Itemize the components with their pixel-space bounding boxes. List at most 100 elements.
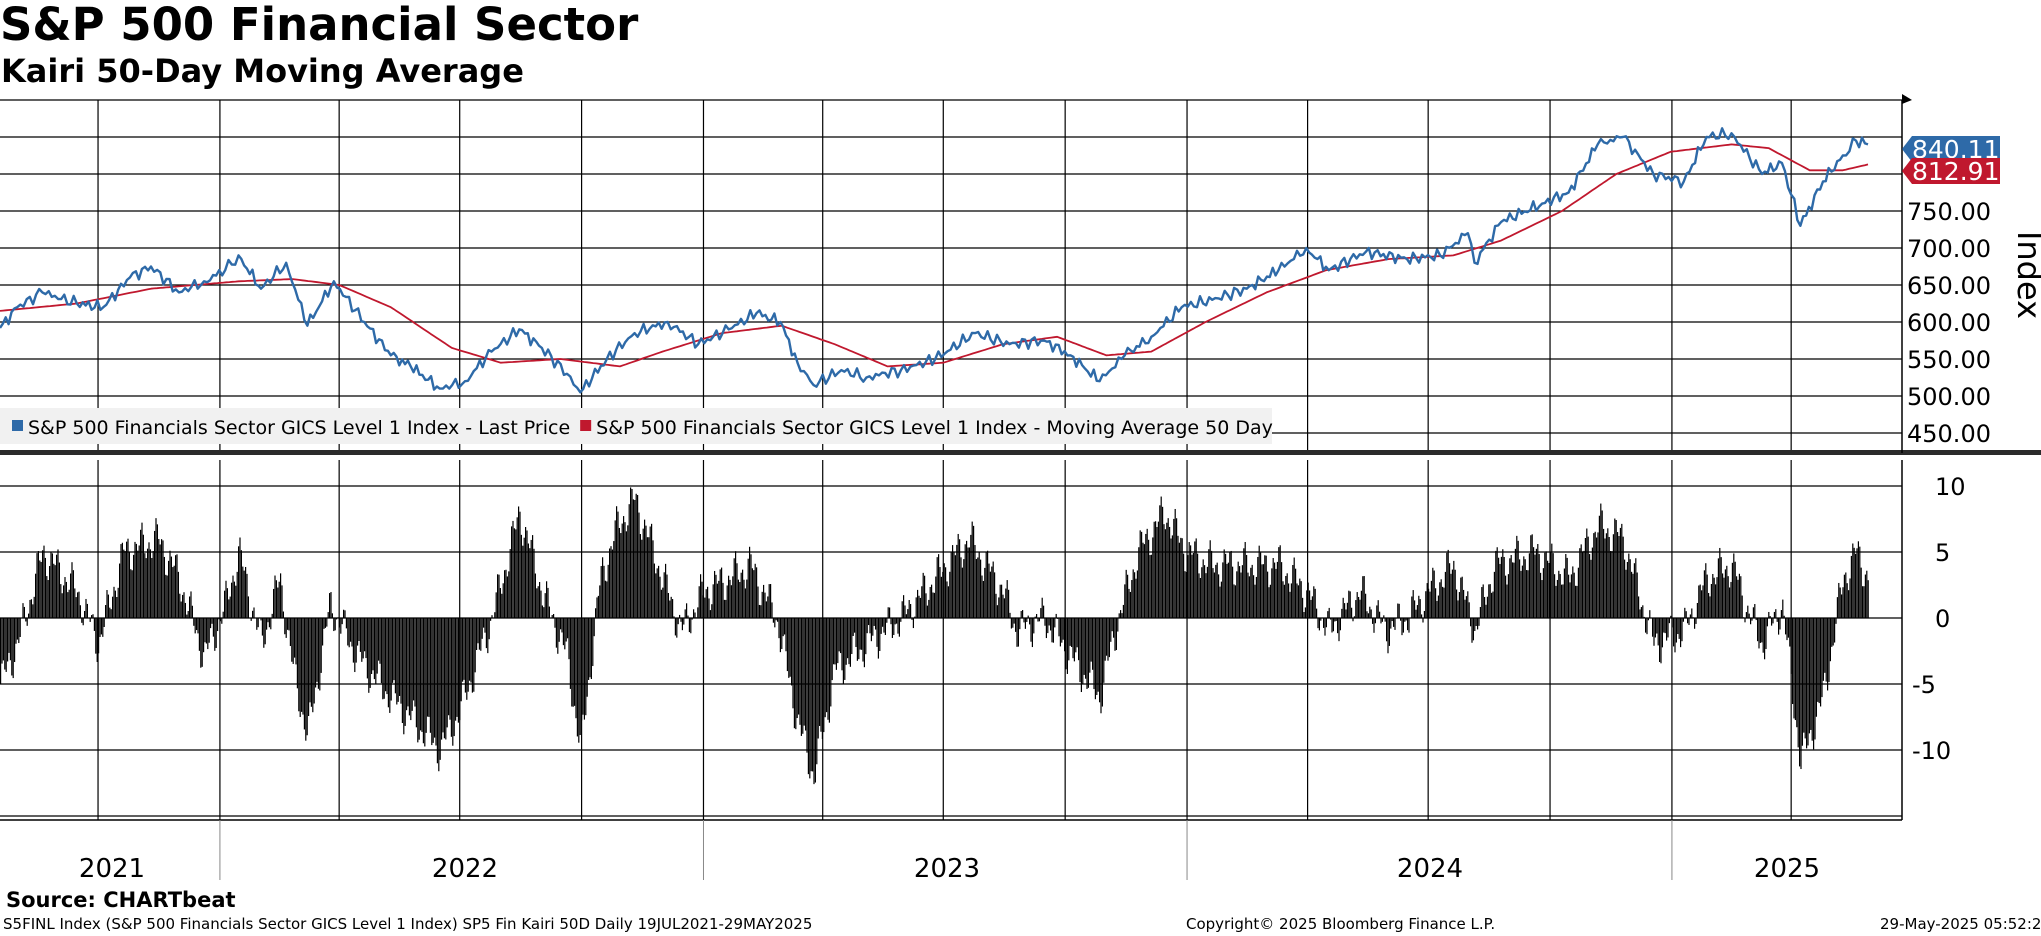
kairi-bar: [1199, 577, 1201, 618]
kairi-bar: [1552, 553, 1554, 618]
kairi-bar: [421, 618, 423, 732]
kairi-bar: [1320, 618, 1322, 621]
kairi-bar: [505, 569, 507, 618]
kairi-bar: [1661, 618, 1663, 648]
kairi-bar: [873, 618, 875, 626]
kairi-bar: [366, 618, 368, 679]
kairi-bar: [121, 542, 123, 618]
kairi-bar: [1829, 618, 1831, 662]
kairi-bar: [1398, 603, 1400, 618]
kairi-bar: [100, 618, 102, 635]
kairi-bar: [1491, 592, 1493, 618]
kairi-bar: [684, 609, 686, 618]
kairi-bar: [361, 618, 363, 662]
kairi-bar: [54, 565, 56, 618]
kairi-bar: [1149, 555, 1151, 618]
kairi-bar: [348, 618, 350, 648]
kairi-bar: [1624, 559, 1626, 618]
kairi-bar: [942, 571, 944, 618]
kairi-bar: [1275, 568, 1277, 618]
kairi-bar: [842, 618, 844, 685]
kairi-bar: [1272, 558, 1274, 618]
kairi-bar: [701, 581, 703, 618]
kairi-bar: [337, 617, 339, 618]
kairi-bar: [1318, 618, 1320, 631]
kairi-bar: [1547, 560, 1549, 618]
kairi-bar: [560, 618, 562, 630]
kairi-bar: [323, 618, 325, 629]
kairi-bar: [1478, 618, 1480, 626]
kairi-bar: [1342, 597, 1344, 618]
kairi-bar: [659, 576, 661, 618]
kairi-bar: [229, 596, 231, 618]
kairi-bar: [1171, 535, 1173, 618]
kairi-bar: [1075, 618, 1077, 653]
kairi-bar: [1776, 618, 1778, 622]
kairi-bar: [593, 618, 595, 637]
kairi-bar: [149, 549, 151, 618]
kairi-bar: [1222, 562, 1224, 618]
kairi-bar: [1737, 579, 1739, 618]
kairi-bar: [487, 618, 489, 654]
kairi-bar: [380, 618, 382, 684]
kairi-bar: [768, 584, 770, 618]
kairi-bar: [424, 618, 426, 747]
kairi-bar: [400, 618, 402, 704]
kairi-bar: [208, 618, 210, 643]
kairi-bar: [1104, 618, 1106, 661]
kairi-bar: [1401, 618, 1403, 636]
kairi-bar: [221, 618, 223, 624]
kairi-bar: [561, 618, 563, 633]
kairi-bar: [1678, 618, 1680, 639]
kairi-bar: [946, 581, 948, 618]
kairi-bar: [1247, 572, 1249, 618]
kairi-bar: [1314, 588, 1316, 618]
kairi-bar: [1020, 611, 1022, 618]
kairi-bar: [1229, 552, 1231, 618]
kairi-bar: [624, 522, 626, 618]
kairi-bar: [533, 548, 535, 618]
legend-box: [0, 408, 1272, 444]
kairi-bar: [680, 618, 682, 622]
kairi-bar: [329, 593, 331, 618]
kairi-bar: [4, 618, 6, 670]
kairi-bar: [821, 618, 823, 739]
kairi-bar: [1138, 547, 1140, 618]
kairi-bar: [1775, 609, 1777, 618]
kairi-bar: [495, 592, 497, 618]
kairi-bar: [61, 593, 63, 618]
kairi-bar: [886, 618, 888, 623]
kairi-bar: [672, 599, 674, 618]
kairi-bar: [702, 595, 704, 618]
kairi-bar: [973, 525, 975, 618]
kairi-bar: [1066, 618, 1068, 674]
kairi-bar: [218, 618, 220, 620]
kairi-bar: [1474, 618, 1476, 632]
kairi-bar: [747, 558, 749, 618]
kairi-bar: [1415, 609, 1417, 618]
kairi-bar: [1276, 561, 1278, 618]
kairi-bar: [1514, 548, 1516, 618]
kairi-bar: [949, 571, 951, 618]
kairi-bar: [1, 618, 3, 664]
kairi-bar: [470, 618, 472, 683]
kairi-bar: [116, 597, 118, 618]
chart-subtitle: Kairi 50-Day Moving Average: [1, 52, 524, 90]
kairi-bar: [730, 585, 732, 618]
kairi-bar: [413, 618, 415, 701]
kairi-bar: [1603, 528, 1605, 618]
kairi-bar: [1792, 618, 1794, 705]
kairi-bar: [187, 611, 189, 618]
kairi-bar: [709, 610, 711, 618]
kairi-bar: [1223, 549, 1225, 618]
kairi-bar: [1443, 587, 1445, 618]
kairi-bar: [1517, 540, 1519, 618]
kairi-bar: [1541, 580, 1543, 618]
kairi-bar: [1176, 518, 1178, 618]
kairi-bar: [373, 618, 375, 680]
kairi-bar: [457, 618, 459, 723]
kairi-bar: [1079, 618, 1081, 683]
kairi-bar: [1240, 572, 1242, 618]
kairi-bar: [235, 585, 237, 618]
kairi-bar: [1313, 586, 1315, 618]
